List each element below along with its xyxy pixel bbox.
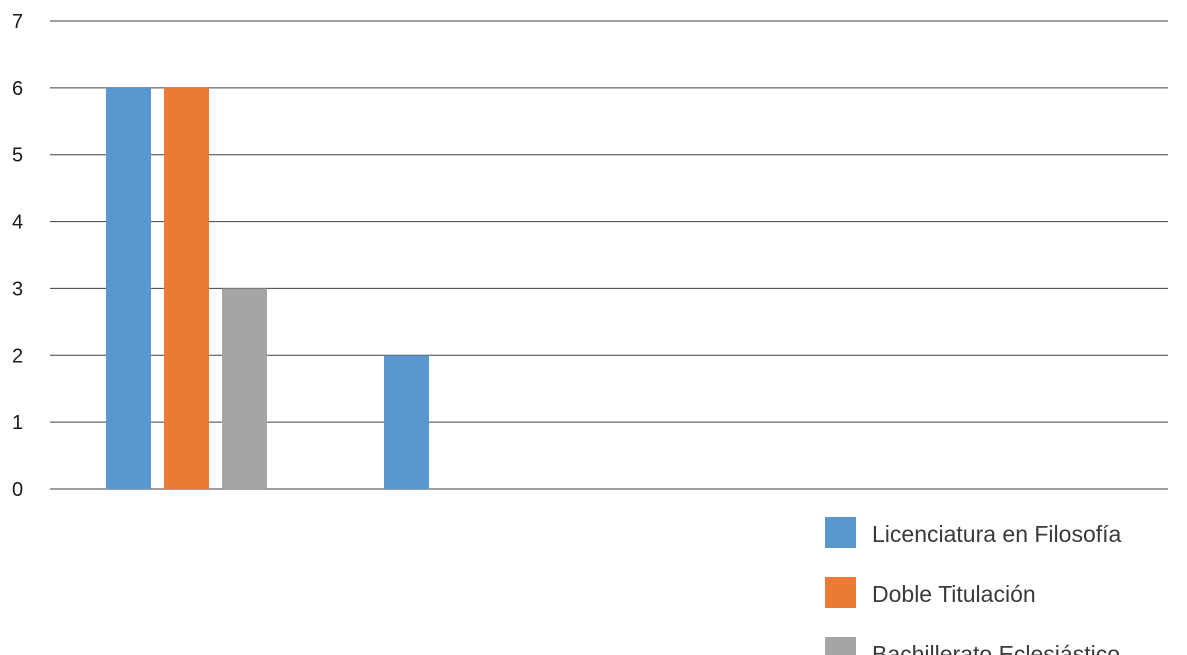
gridlines (50, 20, 1168, 490)
bar (164, 87, 209, 489)
legend-label: Bachillerato Eclesiástico (872, 641, 1120, 655)
y-tick-label: 1 (12, 412, 23, 434)
y-tick-label: 4 (12, 212, 23, 234)
legend-swatch (825, 637, 856, 655)
y-tick-label: 5 (12, 145, 23, 167)
y-tick-label: 7 (12, 11, 23, 33)
legend-label: Doble Titulación (872, 581, 1036, 607)
bar (106, 87, 151, 489)
y-tick-label: 2 (12, 345, 23, 367)
y-axis-tick-labels: 0 1 2 3 4 5 6 7 (12, 11, 23, 501)
bar (384, 355, 429, 489)
legend-swatch (825, 577, 856, 608)
bars (106, 87, 429, 489)
y-tick-label: 0 (12, 479, 23, 501)
y-tick-label: 6 (12, 78, 23, 100)
y-tick-label: 3 (12, 278, 23, 300)
legend-label: Licenciatura en Filosofía (872, 521, 1122, 547)
bar (222, 288, 267, 489)
legend-swatch (825, 517, 856, 548)
legend: Licenciatura en Filosofía Doble Titulació… (825, 517, 1122, 655)
